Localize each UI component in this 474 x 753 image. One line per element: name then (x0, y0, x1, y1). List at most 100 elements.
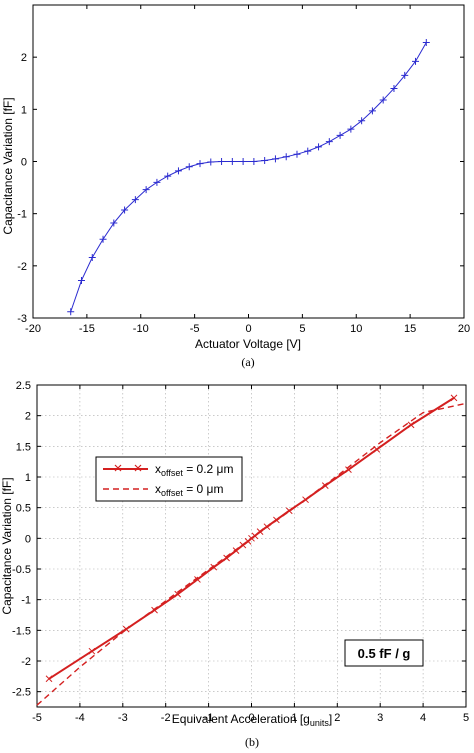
chart-b-xlabel: Equivalent Acceleration [gunits] (172, 712, 332, 728)
data-point-0 (345, 466, 352, 473)
data-point-0 (358, 117, 366, 125)
chart-b-annotation: 0.5 fF / g (344, 639, 424, 667)
data-point-0 (336, 131, 344, 139)
legend-label-1-sub: offset (161, 468, 183, 478)
data-point-0 (153, 178, 161, 186)
chart-b-xlabel-main: Equivalent Acceleration [g (172, 712, 310, 726)
data-point-0 (174, 590, 182, 598)
data-point-0 (450, 394, 458, 402)
x-tick-label: 15 (404, 323, 416, 335)
data-point-0 (315, 143, 323, 151)
x-tick-label: 0 (248, 712, 254, 724)
x-tick-label: -4 (75, 712, 85, 724)
y-tick-label: 2.5 (16, 380, 31, 392)
legend-marker-x (114, 464, 142, 472)
data-point-0 (174, 167, 182, 175)
chart-b-ylabel: Capacitance Variation [fF] (0, 477, 14, 614)
y-tick-label: 1.5 (16, 441, 31, 453)
chart-b-xlabel-sub: units (310, 718, 330, 728)
annotation-box (344, 639, 424, 667)
data-point-0 (412, 57, 420, 65)
data-point-0 (325, 138, 333, 146)
y-tick-label: -2.5 (12, 687, 31, 699)
data-point-0 (304, 147, 312, 155)
x-tick-label: 3 (377, 712, 383, 724)
y-tick-label: 2 (25, 411, 31, 423)
y-tick-label: -0.5 (12, 564, 31, 576)
legend-label-2-main: x (155, 482, 161, 496)
chart-b-caption: (b) (245, 735, 259, 749)
data-point-0 (407, 421, 415, 429)
x-tick-label: 4 (420, 712, 426, 724)
data-point-0 (77, 276, 85, 284)
x-tick-label: -20 (25, 323, 41, 335)
chart-b-series (36, 394, 467, 706)
y-tick-label: 2 (21, 52, 27, 64)
x-tick-label: -10 (133, 323, 149, 335)
series-line-1 (36, 402, 467, 706)
legend-label-2-rest: = 0 μm (183, 482, 224, 496)
legend-box (95, 456, 243, 502)
y-tick-label: -3 (17, 313, 27, 325)
x-tick-label: -15 (79, 323, 95, 335)
data-point-0 (293, 150, 301, 158)
data-point-0 (131, 196, 139, 204)
x-tick-label: -5 (190, 323, 200, 335)
x-tick-label: 2 (334, 712, 340, 724)
x-tick-label: 20 (458, 323, 470, 335)
chart-b-xlabel-end: ] (329, 712, 332, 726)
data-point-0 (67, 308, 75, 316)
y-tick-label: 0 (25, 533, 31, 545)
data-point-0 (239, 158, 247, 165)
y-tick-label: -1.5 (12, 625, 31, 637)
chart-a-caption: (a) (241, 355, 254, 369)
data-point-0 (88, 647, 96, 655)
y-tick-label: 0 (21, 157, 27, 169)
data-point-0 (261, 156, 269, 164)
data-point-0 (196, 160, 204, 168)
data-point-0 (390, 84, 398, 92)
y-tick-label: 1 (21, 104, 27, 116)
x-tick-label: -2 (161, 712, 171, 724)
data-point-0 (223, 554, 230, 562)
data-point-0 (271, 155, 279, 163)
y-tick-label: 0.5 (16, 503, 31, 515)
data-point-0 (228, 158, 236, 165)
y-tick-label: -1 (17, 209, 27, 221)
legend-label-2-sub: offset (161, 488, 183, 498)
chart-b-ticks: -5 -4 -3 -2 -1 0 1 2 3 4 5 -2.5 -2 -1.5 -1 -0.5 0 0.5 1 1.5… (12, 380, 469, 724)
data-point-0 (88, 253, 96, 261)
data-point-0 (250, 158, 258, 165)
x-tick-label: -5 (32, 712, 42, 724)
legend-label-1: xoffset = 0.2 μm (155, 462, 233, 478)
data-point-0 (121, 206, 129, 214)
x-tick-label: 0 (245, 323, 251, 335)
data-point-0 (282, 153, 290, 161)
x-tick-label: -3 (118, 712, 128, 724)
series-line-0 (70, 42, 427, 312)
annotation-text: 0.5 fF / g (358, 646, 411, 661)
data-point-0 (45, 675, 53, 683)
data-point-0 (142, 186, 150, 194)
legend-label-2: xoffset = 0 μm (155, 482, 223, 498)
data-point-0 (347, 125, 355, 133)
chart-b-legend: xoffset = 0.2 μm xoffset = 0 μm (95, 456, 243, 502)
chart-a-ylabel: Capacitance Variation [fF] (1, 97, 15, 234)
x-tick-label: 5 (463, 712, 469, 724)
y-tick-label: -2 (17, 261, 27, 273)
data-point-0 (164, 172, 172, 180)
data-point-0 (99, 235, 107, 243)
x-tick-label: 5 (299, 323, 305, 335)
data-point-0 (401, 71, 409, 79)
data-point-0 (422, 39, 430, 47)
data-point-0 (207, 158, 215, 166)
y-tick-label: -2 (21, 656, 31, 668)
data-point-0 (110, 219, 118, 227)
legend-label-1-main: x (155, 462, 161, 476)
chart-b: -5 -4 -3 -2 -1 0 1 2 3 4 5 -2.5 -2 -1.5 -1 -0.5 0 0.5 1 1.5… (0, 380, 469, 749)
legend-label-1-rest: = 0.2 μm (183, 462, 234, 476)
data-point-0 (218, 158, 226, 165)
